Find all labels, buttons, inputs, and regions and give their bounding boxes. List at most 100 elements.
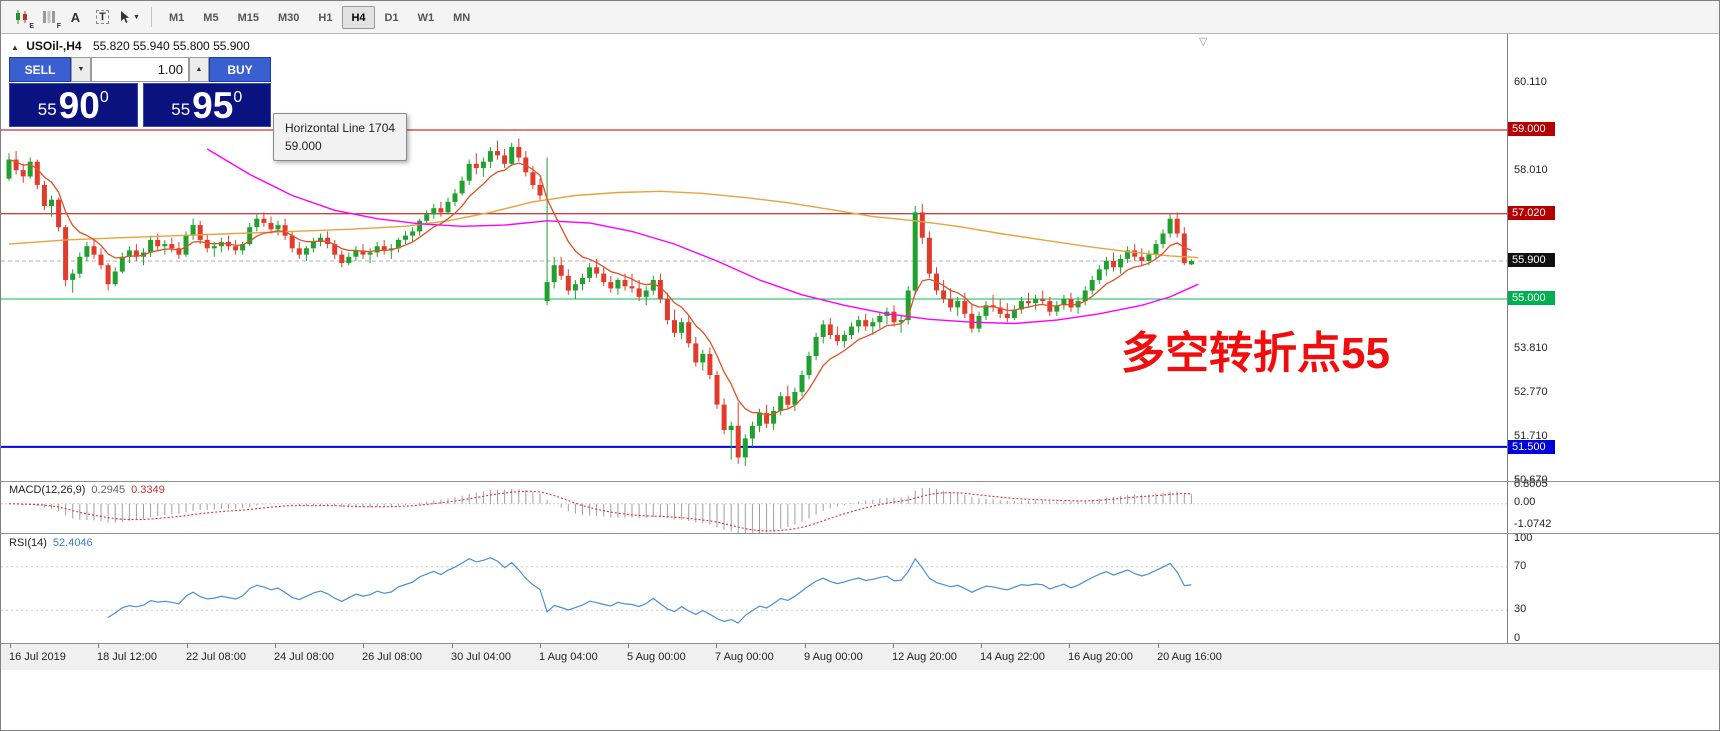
chart-canvas[interactable] bbox=[1, 34, 1507, 481]
time-axis-label: 30 Jul 04:00 bbox=[451, 651, 511, 663]
order-controls-row: SELL ▼ ▲ BUY bbox=[9, 57, 271, 82]
time-axis-tick bbox=[187, 644, 188, 648]
toolbar: E F A T ▼ M1 M5 M15 M30 H1 H4 D1 W1 MN bbox=[1, 1, 1719, 34]
grid-glyph bbox=[42, 11, 55, 23]
price-axis-label: 51.710 bbox=[1514, 430, 1548, 442]
timeframe-button-m5[interactable]: M5 bbox=[203, 11, 219, 24]
toolbar-separator bbox=[151, 7, 152, 27]
price-line-badge: 55.000 bbox=[1508, 291, 1555, 305]
candlestick-chart-icon[interactable]: E bbox=[8, 5, 35, 30]
icon-subscript: F bbox=[56, 23, 61, 30]
time-axis-tick bbox=[363, 644, 364, 648]
time-axis-tick bbox=[1158, 644, 1159, 648]
time-axis-tick bbox=[1069, 644, 1070, 648]
time-axis-label: 5 Aug 00:00 bbox=[627, 651, 686, 663]
rsi-indicator-label: RSI(14) 52.4046 bbox=[9, 537, 93, 549]
collapse-quote-icon[interactable]: ▲ bbox=[11, 43, 19, 52]
time-axis-tick bbox=[628, 644, 629, 648]
hline-tooltip: Horizontal Line 1704 59.000 bbox=[273, 113, 408, 161]
rsi-canvas[interactable] bbox=[1, 534, 1507, 643]
time-axis-tick bbox=[981, 644, 982, 648]
icon-subscript: E bbox=[29, 23, 34, 30]
time-axis-label: 18 Jul 12:00 bbox=[97, 651, 157, 663]
ask-big: 95 bbox=[192, 85, 234, 127]
letter-a-glyph: A bbox=[70, 9, 81, 25]
volume-decrease-button[interactable]: ▼ bbox=[71, 57, 91, 82]
ask-price-display[interactable]: 55 95 0 bbox=[142, 83, 271, 127]
timeframe-button-h1[interactable]: H1 bbox=[318, 11, 333, 24]
indicator-axis-label: -1.0742 bbox=[1514, 518, 1552, 530]
indicator-axis-label: 0.00 bbox=[1514, 496, 1536, 508]
timeframe-button-mn[interactable]: MN bbox=[453, 11, 471, 24]
timeframe-button-d1[interactable]: D1 bbox=[384, 11, 399, 24]
ask-sup: 0 bbox=[233, 89, 243, 106]
time-axis-tick bbox=[452, 644, 453, 648]
ohlc-values: 55.820 55.940 55.800 55.900 bbox=[92, 39, 250, 53]
buy-button[interactable]: BUY bbox=[209, 57, 271, 82]
price-axis-label: 60.110 bbox=[1514, 76, 1547, 88]
price-line-badge: 59.000 bbox=[1508, 122, 1555, 136]
indicator-axis-label: 0.8005 bbox=[1514, 478, 1548, 490]
panel-splitter[interactable] bbox=[1, 481, 1719, 482]
time-axis-label: 16 Aug 20:00 bbox=[1068, 651, 1133, 663]
time-axis-label: 20 Aug 16:00 bbox=[1157, 651, 1222, 663]
time-axis-label: 7 Aug 00:00 bbox=[715, 651, 774, 663]
macd-main-value: 0.2945 bbox=[91, 484, 126, 496]
time-axis-label: 26 Jul 08:00 bbox=[362, 651, 422, 663]
indicator-axis-label: 0 bbox=[1514, 632, 1521, 644]
timeframe-button-m1[interactable]: M1 bbox=[169, 11, 185, 24]
price-line-badge: 51.500 bbox=[1508, 440, 1555, 454]
time-axis-label: 1 Aug 04:00 bbox=[539, 651, 598, 663]
chart-text-annotation: 多空转折点55 bbox=[1121, 329, 1390, 378]
time-axis-tick bbox=[716, 644, 717, 648]
volume-increase-button[interactable]: ▲ bbox=[189, 57, 209, 82]
symbol-period-label: USOil-,H4 bbox=[26, 39, 82, 53]
time-axis-label: 12 Aug 20:00 bbox=[892, 651, 957, 663]
grid-chart-icon[interactable]: F bbox=[35, 5, 62, 30]
time-axis-label: 22 Jul 08:00 bbox=[186, 651, 246, 663]
bid-sup: 0 bbox=[99, 89, 109, 106]
sell-button[interactable]: SELL bbox=[9, 57, 71, 82]
chart-header: ▲ USOil-,H4 55.820 55.940 55.800 55.900 bbox=[11, 39, 250, 53]
up-arrow-icon: ▲ bbox=[195, 66, 203, 73]
macd-canvas[interactable] bbox=[1, 482, 1507, 533]
time-axis-tick bbox=[540, 644, 541, 648]
dropdown-arrow-icon: ▼ bbox=[133, 13, 140, 21]
rsi-name: RSI(14) bbox=[9, 537, 47, 549]
time-axis-label: 9 Aug 00:00 bbox=[804, 651, 863, 663]
price-axis-label: 53.810 bbox=[1514, 342, 1548, 354]
chart-end-marker-icon[interactable]: ▽ bbox=[1199, 36, 1208, 48]
price-axis-label: 52.770 bbox=[1514, 386, 1548, 398]
time-axis-tick bbox=[805, 644, 806, 648]
text-label-icon[interactable]: A bbox=[62, 5, 89, 29]
bid-main: 55 bbox=[37, 100, 57, 119]
price-axis-label: 50.670 bbox=[1514, 474, 1548, 486]
macd-name: MACD(12,26,9) bbox=[9, 484, 86, 496]
candles-glyph bbox=[15, 10, 27, 24]
timeframe-switcher: M1 M5 M15 M30 H1 H4 D1 W1 MN bbox=[160, 5, 480, 29]
price-line-badge: 55.900 bbox=[1508, 253, 1555, 267]
time-axis-label: 16 Jul 2019 bbox=[9, 651, 66, 663]
time-axis-tick bbox=[275, 644, 276, 648]
macd-indicator-label: MACD(12,26,9) 0.2945 0.3349 bbox=[9, 484, 165, 496]
timeframe-button-w1[interactable]: W1 bbox=[417, 11, 435, 24]
price-axis-label: 58.010 bbox=[1514, 164, 1548, 176]
time-axis-label: 24 Jul 08:00 bbox=[274, 651, 334, 663]
indicator-axis-label: 70 bbox=[1514, 560, 1527, 572]
volume-input[interactable] bbox=[91, 57, 189, 82]
price-axis[interactable]: 60.110 58.010 53.810 52.770 51.710 50.670 59.0… bbox=[1507, 34, 1719, 644]
timeframe-button-m30[interactable]: M30 bbox=[277, 11, 300, 24]
bid-big: 90 bbox=[58, 85, 100, 127]
panel-splitter[interactable] bbox=[1, 533, 1719, 534]
letter-t-glyph: T bbox=[96, 10, 109, 24]
timeframe-button-m15[interactable]: M15 bbox=[237, 11, 259, 24]
cursor-tool-icon[interactable]: ▼ bbox=[116, 5, 143, 29]
timeframe-button-h4[interactable]: H4 bbox=[342, 5, 375, 29]
text-box-icon[interactable]: T bbox=[89, 5, 116, 29]
price-line-badge: 57.020 bbox=[1508, 206, 1555, 220]
time-axis[interactable]: 16 Jul 2019 18 Jul 12:00 22 Jul 08:00 24 Ju… bbox=[1, 643, 1719, 670]
rsi-value: 52.4046 bbox=[52, 537, 93, 549]
bid-price-display[interactable]: 55 90 0 bbox=[9, 83, 138, 127]
